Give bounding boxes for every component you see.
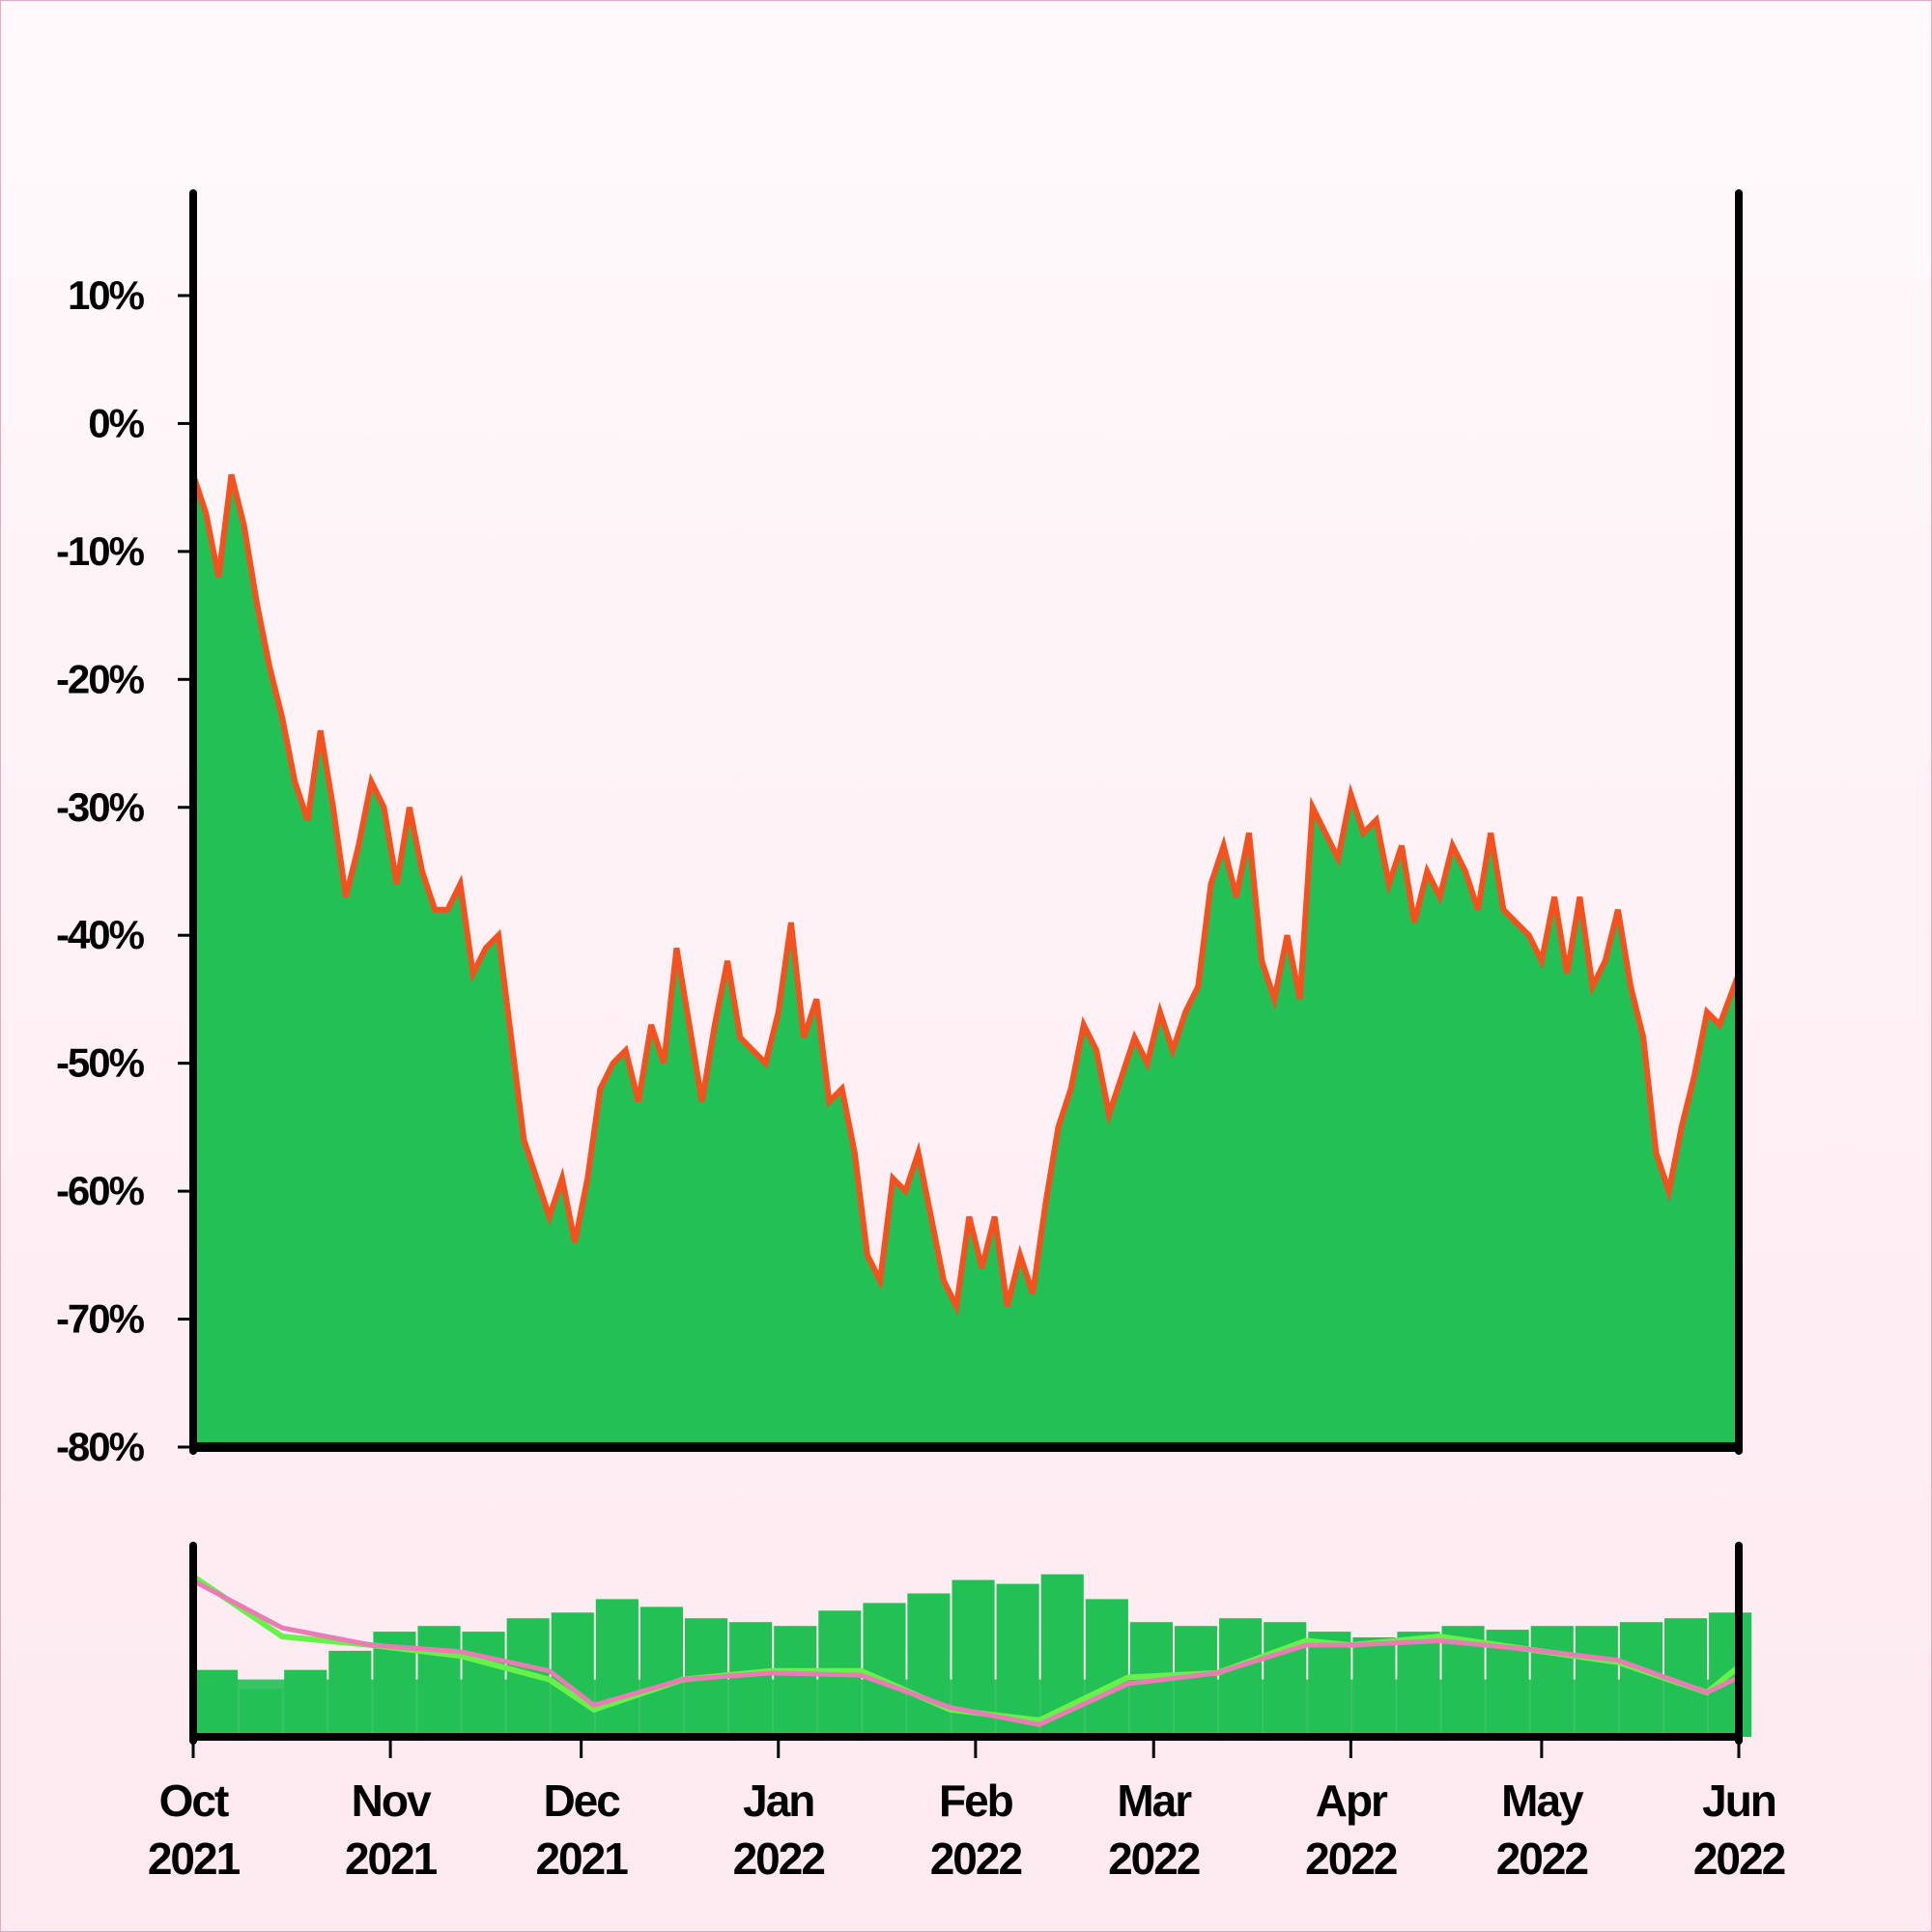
x-tick-year: 2021	[148, 1833, 241, 1884]
x-tick-year: 2021	[345, 1833, 438, 1884]
y-tick-label: -60%	[56, 1168, 145, 1213]
x-tick-year: 2022	[930, 1833, 1022, 1884]
x-tick-month: May	[1501, 1776, 1584, 1826]
y-tick-label: -80%	[56, 1424, 145, 1469]
x-tick-year: 2022	[733, 1833, 825, 1884]
x-tick-month: Jun	[1702, 1776, 1776, 1826]
y-tick-label: -70%	[56, 1296, 145, 1342]
price-line	[190, 473, 1742, 1317]
y-tick-label: -30%	[56, 784, 145, 830]
price-area	[193, 474, 1739, 1447]
x-tick-year: 2021	[535, 1833, 628, 1884]
y-tick-label: 10%	[68, 272, 145, 318]
y-tick-label: -20%	[56, 656, 145, 701]
main-panel	[189, 189, 1743, 1455]
x-tick-year: 2022	[1305, 1833, 1397, 1884]
x-tick-month: Apr	[1316, 1776, 1388, 1826]
x-tick-month: Mar	[1117, 1776, 1192, 1826]
x-tick-year: 2022	[1108, 1833, 1200, 1884]
volume-panel	[189, 1542, 1752, 1745]
y-tick-label: -50%	[56, 1040, 145, 1086]
x-tick-month: Dec	[543, 1776, 620, 1826]
y-tick-label: -40%	[56, 912, 145, 957]
x-tick-month: Feb	[939, 1776, 1013, 1826]
y-axis: 10% 0% -10% -20% -30% -40% -50% -60% -70% -80%	[56, 272, 193, 1469]
y-tick-label: -10%	[56, 528, 145, 574]
x-tick-month: Jan	[743, 1776, 813, 1826]
y-tick-label: 0%	[88, 400, 144, 445]
x-tick-year: 2022	[1496, 1833, 1588, 1884]
x-tick-month: Oct	[159, 1776, 229, 1826]
x-axis: Oct 2021 Nov 2021 Dec 2021 Jan 2022 Feb 2022 Mar 20…	[148, 1737, 1787, 1884]
ma-slow-line	[191, 1578, 1741, 1727]
x-tick-year: 2022	[1693, 1833, 1785, 1884]
x-tick-month: Nov	[352, 1776, 432, 1826]
